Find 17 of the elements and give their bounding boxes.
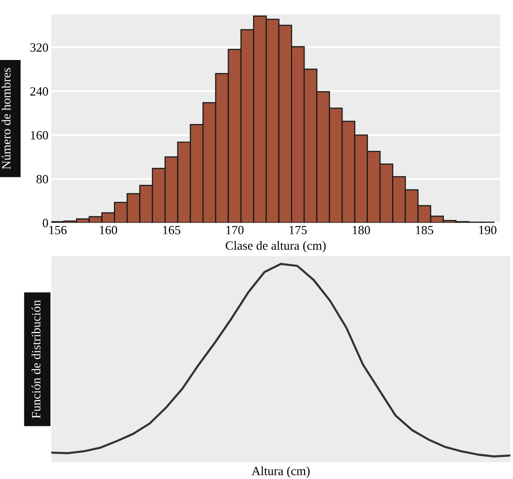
x-tick-label: 185 — [416, 226, 434, 234]
y-tick-label: 0 — [42, 218, 48, 228]
x-tick-label: 165 — [163, 226, 180, 234]
y-tick-label: 240 — [30, 87, 48, 96]
y-axis-title: Función de distribución — [32, 300, 40, 418]
y-tick-label: 160 — [30, 131, 48, 140]
x-tick-label: 175 — [290, 226, 307, 234]
y-axis-title: Número de hombres — [2, 68, 11, 170]
y-tick-label: 80 — [36, 174, 48, 184]
x-tick-label: 190 — [479, 226, 496, 234]
x-axis-title: Altura (cm) — [252, 466, 310, 478]
x-tick-label: 180 — [352, 226, 370, 234]
x-tick-label: 160 — [100, 226, 118, 234]
x-tick-label: 156 — [49, 226, 67, 234]
x-tick-label: 170 — [226, 226, 244, 234]
x-axis-title: Clase de altura (cm) — [226, 241, 326, 252]
y-tick-label: 320 — [30, 43, 48, 52]
